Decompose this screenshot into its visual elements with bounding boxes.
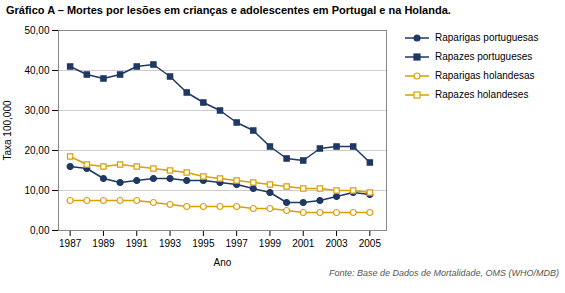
html-text:Gráfico A – Mortes por lesões: Gráfico A – Mortes por lesões em criança… — [6, 4, 451, 16]
svg-text:2001: 2001 — [292, 238, 315, 249]
svg-text:1987: 1987 — [59, 238, 82, 249]
svg-text:1993: 1993 — [159, 238, 182, 249]
svg-text:40,00: 40,00 — [24, 65, 49, 76]
svg-text:1997: 1997 — [226, 238, 249, 249]
html-text:Rapazes portugueses: Rapazes portugueses — [435, 51, 533, 62]
svg-text:20,00: 20,00 — [24, 145, 49, 156]
svg-text:30,00: 30,00 — [24, 105, 49, 116]
html-text:Fonte: Base de Dados de Mortal: Fonte: Base de Dados de Mortalidade, OMS… — [328, 268, 559, 278]
svg-text:0,00: 0,00 — [30, 225, 50, 236]
svg-text:1999: 1999 — [259, 238, 282, 249]
svg-text:Ano: Ano — [214, 257, 232, 268]
svg-text:2005: 2005 — [359, 238, 382, 249]
svg-text:1989: 1989 — [92, 238, 115, 249]
svg-text:2003: 2003 — [325, 238, 348, 249]
svg-text:50,00: 50,00 — [24, 25, 49, 36]
svg-text:10,00: 10,00 — [24, 185, 49, 196]
svg-text:Taxa 100,000: Taxa 100,000 — [2, 100, 13, 160]
html-text:Raparigas portuguesas: Raparigas portuguesas — [435, 32, 539, 43]
html-text:Rapazes holandeses: Rapazes holandeses — [435, 89, 529, 100]
svg-text:1995: 1995 — [192, 238, 215, 249]
html-text:Raparigas holandesas: Raparigas holandesas — [435, 70, 535, 81]
svg-text:1991: 1991 — [126, 238, 149, 249]
